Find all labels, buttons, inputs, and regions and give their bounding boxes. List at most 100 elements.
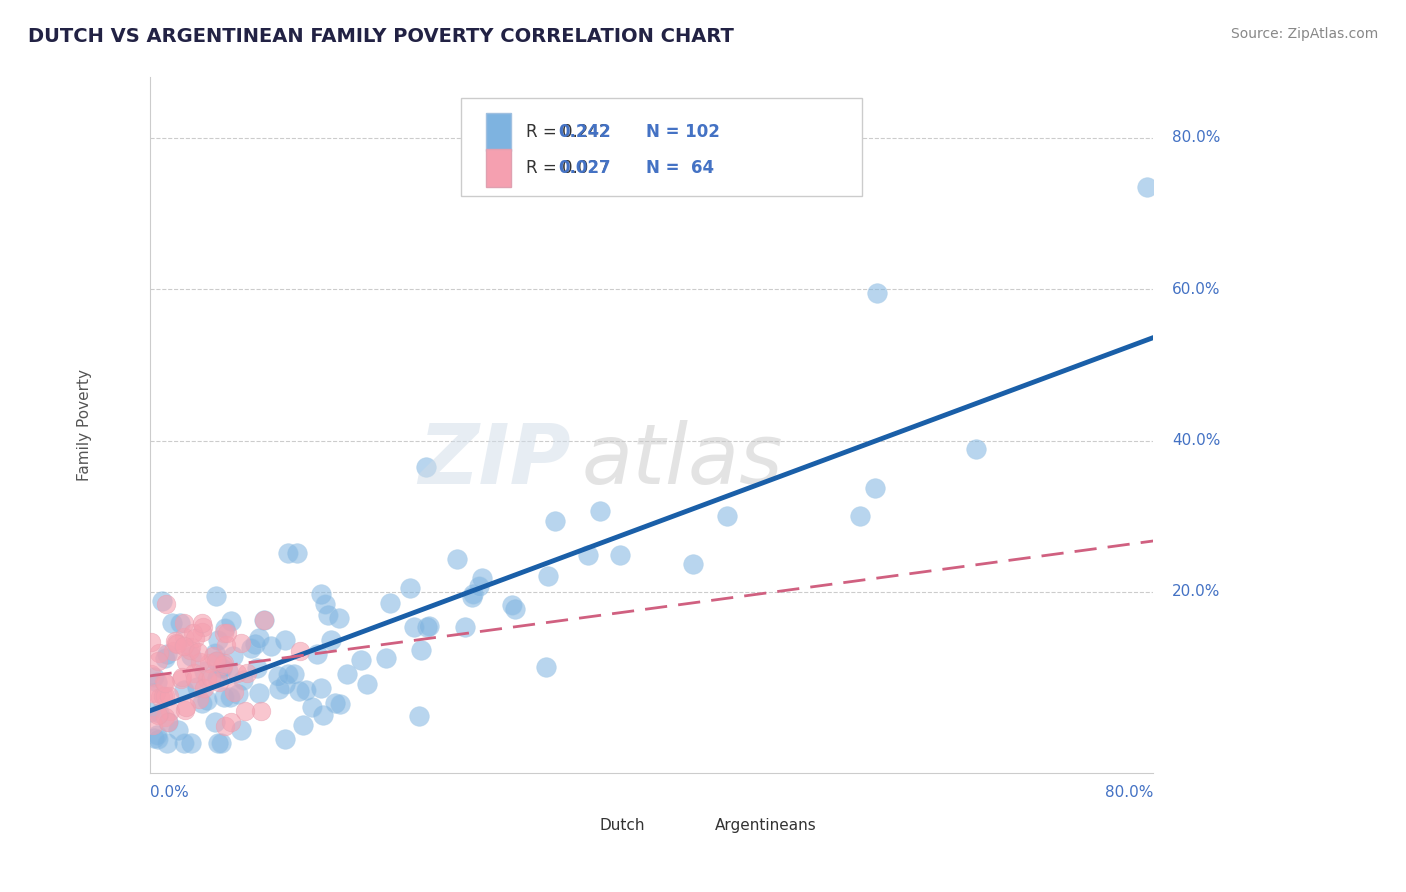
Point [204, 715, 226, 730]
Point [274, 732, 297, 747]
Point [1136, 180, 1159, 194]
Point [139, 705, 162, 719]
Point [188, 691, 211, 706]
Text: 0.0%: 0.0% [149, 785, 188, 800]
Point [142, 731, 165, 746]
Point [374, 650, 396, 665]
Point [253, 613, 276, 627]
Point [205, 654, 228, 668]
Point [157, 715, 180, 730]
Text: 80.0%: 80.0% [1105, 785, 1153, 800]
Point [212, 658, 235, 673]
Point [229, 723, 252, 737]
Point [463, 587, 485, 601]
Point [184, 672, 207, 686]
Text: Argentineans: Argentineans [714, 818, 817, 833]
Point [173, 682, 195, 697]
Point [211, 661, 233, 675]
Point [277, 667, 299, 681]
Point [319, 633, 342, 648]
Point [167, 723, 190, 738]
Point [212, 626, 235, 640]
Point [173, 630, 195, 644]
Point [179, 643, 201, 657]
Point [245, 637, 267, 651]
Text: 0.027: 0.027 [558, 159, 610, 177]
Text: R = 0.027: R = 0.027 [526, 159, 609, 177]
Point [173, 616, 195, 631]
Text: ZIP: ZIP [419, 420, 571, 500]
FancyBboxPatch shape [486, 113, 510, 151]
Point [141, 667, 163, 681]
Point [866, 286, 889, 301]
Point [143, 669, 166, 683]
Point [454, 620, 477, 634]
Point [208, 674, 231, 689]
Point [415, 460, 437, 475]
Point [211, 661, 233, 675]
Point [207, 736, 229, 750]
Point [169, 615, 191, 630]
Text: atlas: atlas [581, 420, 783, 500]
Point [221, 715, 243, 730]
Point [152, 690, 174, 704]
Text: Source: ZipAtlas.com: Source: ZipAtlas.com [1230, 27, 1378, 41]
Point [173, 736, 195, 750]
Point [534, 660, 557, 674]
Point [260, 639, 283, 653]
Point [155, 597, 177, 611]
Point [446, 552, 468, 566]
Point [253, 613, 276, 627]
Point [195, 693, 218, 707]
Point [226, 665, 249, 680]
Point [398, 581, 420, 595]
Point [214, 621, 236, 635]
Point [153, 651, 176, 665]
Text: N =  64: N = 64 [647, 159, 714, 177]
Point [215, 638, 238, 652]
FancyBboxPatch shape [686, 808, 709, 843]
Text: Dutch: Dutch [599, 818, 645, 833]
Point [148, 706, 170, 720]
Point [156, 647, 179, 661]
Point [169, 673, 191, 687]
Text: R = 0.242: R = 0.242 [526, 123, 609, 141]
Point [174, 655, 197, 669]
Point [247, 686, 270, 700]
Point [146, 731, 169, 746]
Point [148, 654, 170, 668]
Point [202, 648, 225, 663]
Point [193, 620, 215, 634]
Point [218, 690, 240, 704]
Point [589, 504, 612, 518]
Point [323, 696, 346, 710]
Point [157, 714, 180, 729]
Point [716, 508, 738, 523]
Point [204, 646, 226, 660]
Point [157, 689, 180, 703]
Point [183, 632, 205, 646]
Point [162, 644, 184, 658]
Point [173, 640, 195, 654]
Point [301, 700, 323, 714]
Point [682, 558, 704, 572]
Point [146, 728, 169, 742]
Point [180, 736, 202, 750]
Point [309, 587, 332, 601]
Point [380, 596, 402, 610]
Point [186, 680, 208, 694]
Point [288, 683, 311, 698]
Point [166, 637, 188, 651]
Point [172, 670, 194, 684]
Point [195, 672, 218, 686]
Point [163, 634, 186, 648]
Point [316, 607, 339, 622]
Point [501, 599, 523, 613]
FancyBboxPatch shape [486, 149, 510, 187]
Point [188, 656, 211, 670]
Point [174, 703, 197, 717]
Text: 0.242: 0.242 [558, 123, 610, 141]
Point [207, 632, 229, 647]
Point [273, 677, 295, 691]
Point [204, 589, 226, 603]
